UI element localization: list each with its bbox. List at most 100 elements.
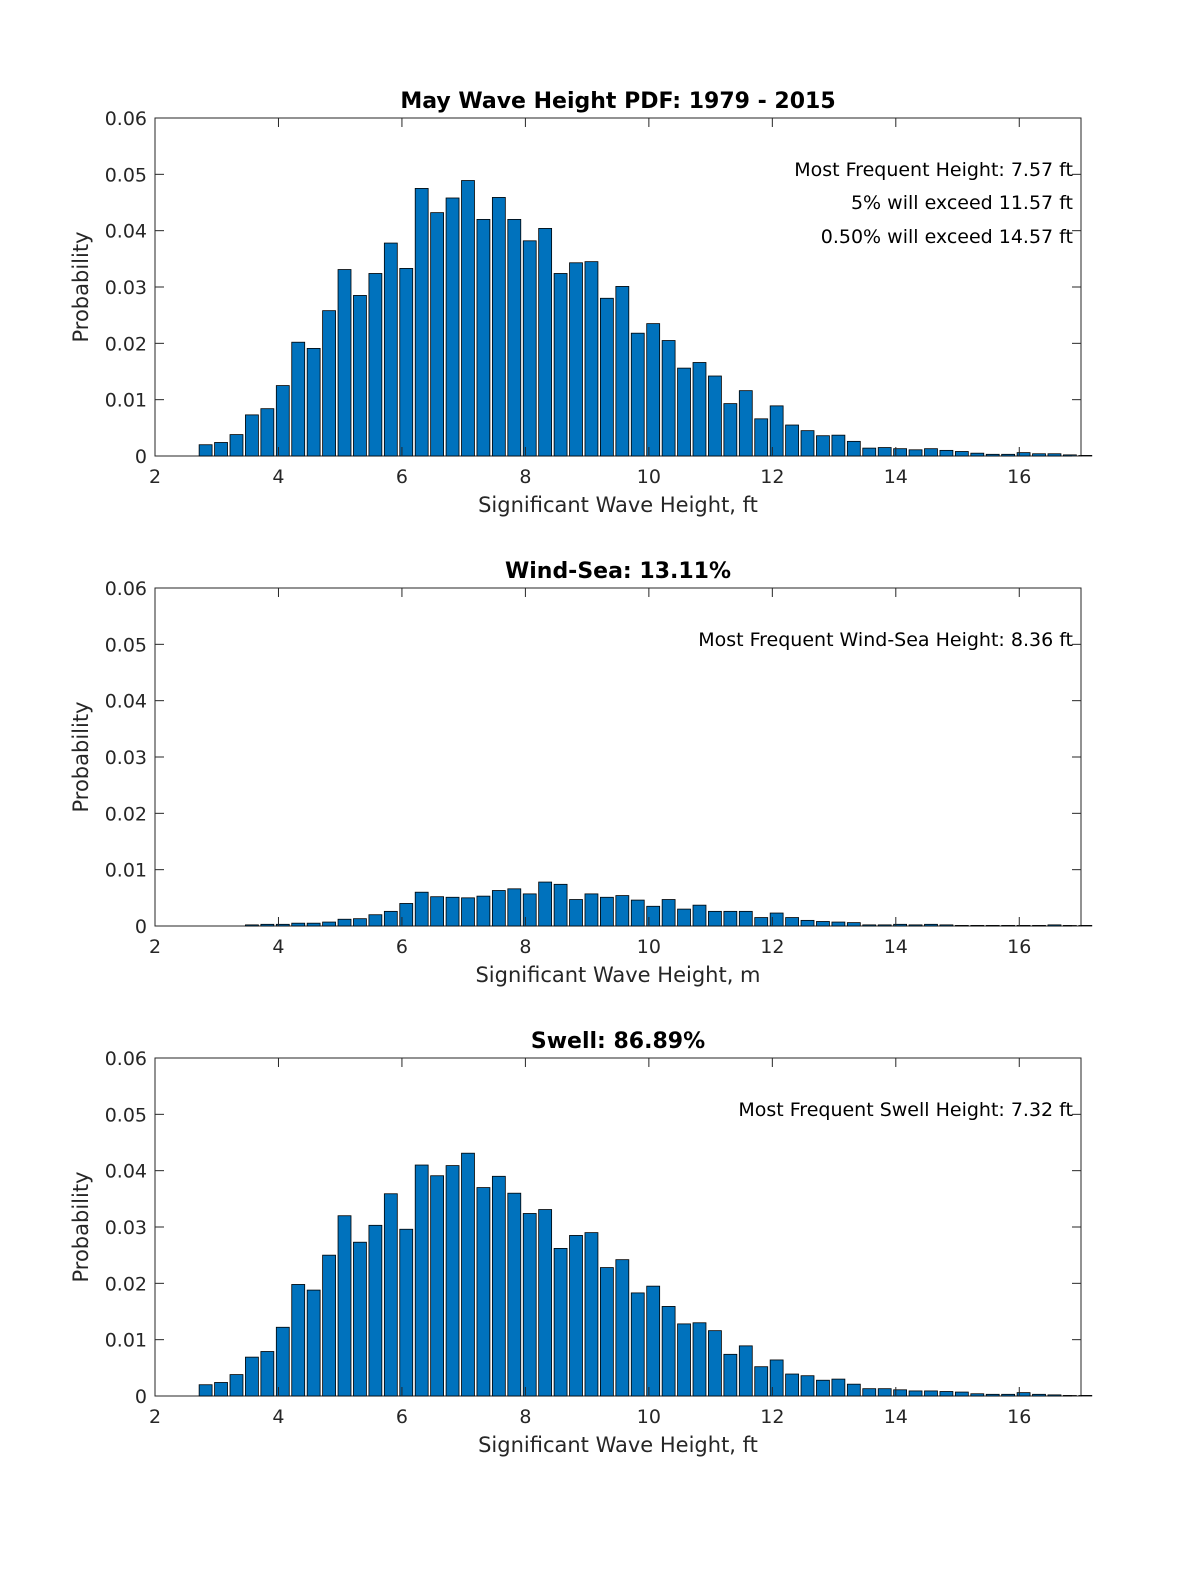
bar [985,1393,1000,1397]
bar [275,1326,290,1397]
bar [862,1388,877,1397]
bar [476,218,491,457]
bar [569,899,583,927]
bar [615,895,630,927]
annotation-most-frequent-height: Most Frequent Height: 7.57 ft [794,159,1073,181]
bar [692,904,707,927]
bar [862,447,877,457]
x-tick-label: 2 [149,936,161,958]
y-axis-label: Probability [69,701,93,812]
annotation-0.5pct-exceed: 0.50% will exceed 14.57 ft [821,226,1073,248]
bar [491,197,506,457]
bar [600,1267,614,1397]
bar [862,924,877,927]
bar [893,1389,908,1397]
y-tick-label: 0.05 [105,1104,147,1126]
y-tick-label: 0.05 [105,164,147,186]
bar [708,375,722,457]
bar [893,448,908,457]
bar [630,332,645,457]
bar [414,891,429,927]
bar [769,1359,784,1397]
chart-title: May Wave Height PDF: 1979 - 2015 [400,89,835,114]
y-tick-label: 0.04 [105,221,147,243]
y-axis-label: Probability [69,231,93,342]
bar [214,442,228,457]
axis-ticks: 2 4 6 8 10 12 14 16 0 0.01 0.02 0.03 0.04 0.05 0.06 [105,108,1081,488]
bar [1032,453,1046,457]
x-tick-label: 2 [149,466,161,488]
bar [1047,1394,1062,1397]
bar [584,1232,599,1397]
chart-title: Wind-Sea: 13.11% [505,559,731,584]
bar [646,905,661,927]
bar [661,899,676,927]
bar [816,435,830,457]
bar [754,1366,769,1397]
bar [553,883,568,927]
bar [970,452,985,457]
bar [322,921,336,927]
chart-swell: Swell: 86.89% 2 4 6 8 10 12 14 16 0 0.01 0.02 0.03 0… [69,1029,1093,1457]
bar [1001,925,1016,927]
bar [877,1388,892,1397]
bar [569,1235,583,1397]
bar [924,1390,938,1397]
bar [800,1375,815,1397]
bar [769,405,784,457]
bar [723,910,738,927]
bar [1001,1393,1016,1397]
bars [198,180,1093,457]
y-tick-label: 0.04 [105,1161,147,1183]
bar [291,341,306,457]
bar [430,1175,445,1397]
bar [198,1384,213,1397]
bar [538,881,553,927]
bar [245,924,259,927]
x-axis-label: Significant Wave Height, m [475,963,760,987]
x-tick-label: 12 [760,466,784,488]
bar [584,893,599,927]
bar [646,1285,661,1397]
bar [677,367,691,457]
y-tick-label: 0.04 [105,691,147,713]
y-tick-label: 0.06 [105,1048,147,1070]
chart-wind-sea: Wind-Sea: 13.11% 2 4 6 8 10 12 14 16 0 0.01 0.02 0.… [69,559,1093,987]
bar [399,268,414,457]
x-tick-label: 14 [884,1406,908,1428]
x-tick-label: 14 [884,936,908,958]
bar [600,896,614,927]
bar [383,242,398,457]
bar [399,903,414,927]
bar [738,910,753,927]
x-tick-label: 10 [637,1406,661,1428]
bar [600,297,614,457]
y-tick-label: 0.02 [105,1273,147,1295]
bar [939,924,954,927]
bar [198,444,213,457]
bar [831,434,846,457]
bar [677,908,691,927]
bar [785,424,799,457]
bar [306,1289,321,1397]
x-tick-label: 16 [1007,1406,1031,1428]
bar [630,899,645,927]
bar [584,261,599,457]
bar [630,1292,645,1397]
bar [1032,1393,1046,1397]
bar [800,919,815,927]
x-tick-label: 8 [519,1406,531,1428]
x-tick-label: 8 [519,936,531,958]
bar [723,1353,738,1397]
bar [445,896,460,927]
bar [1047,924,1062,927]
bar [414,1164,429,1397]
bar [723,403,738,457]
bar [337,918,352,927]
bar [970,1393,985,1397]
bar [738,1345,753,1397]
plot-area [154,587,1082,927]
y-tick-label: 0 [135,446,147,468]
bar [445,1165,460,1397]
